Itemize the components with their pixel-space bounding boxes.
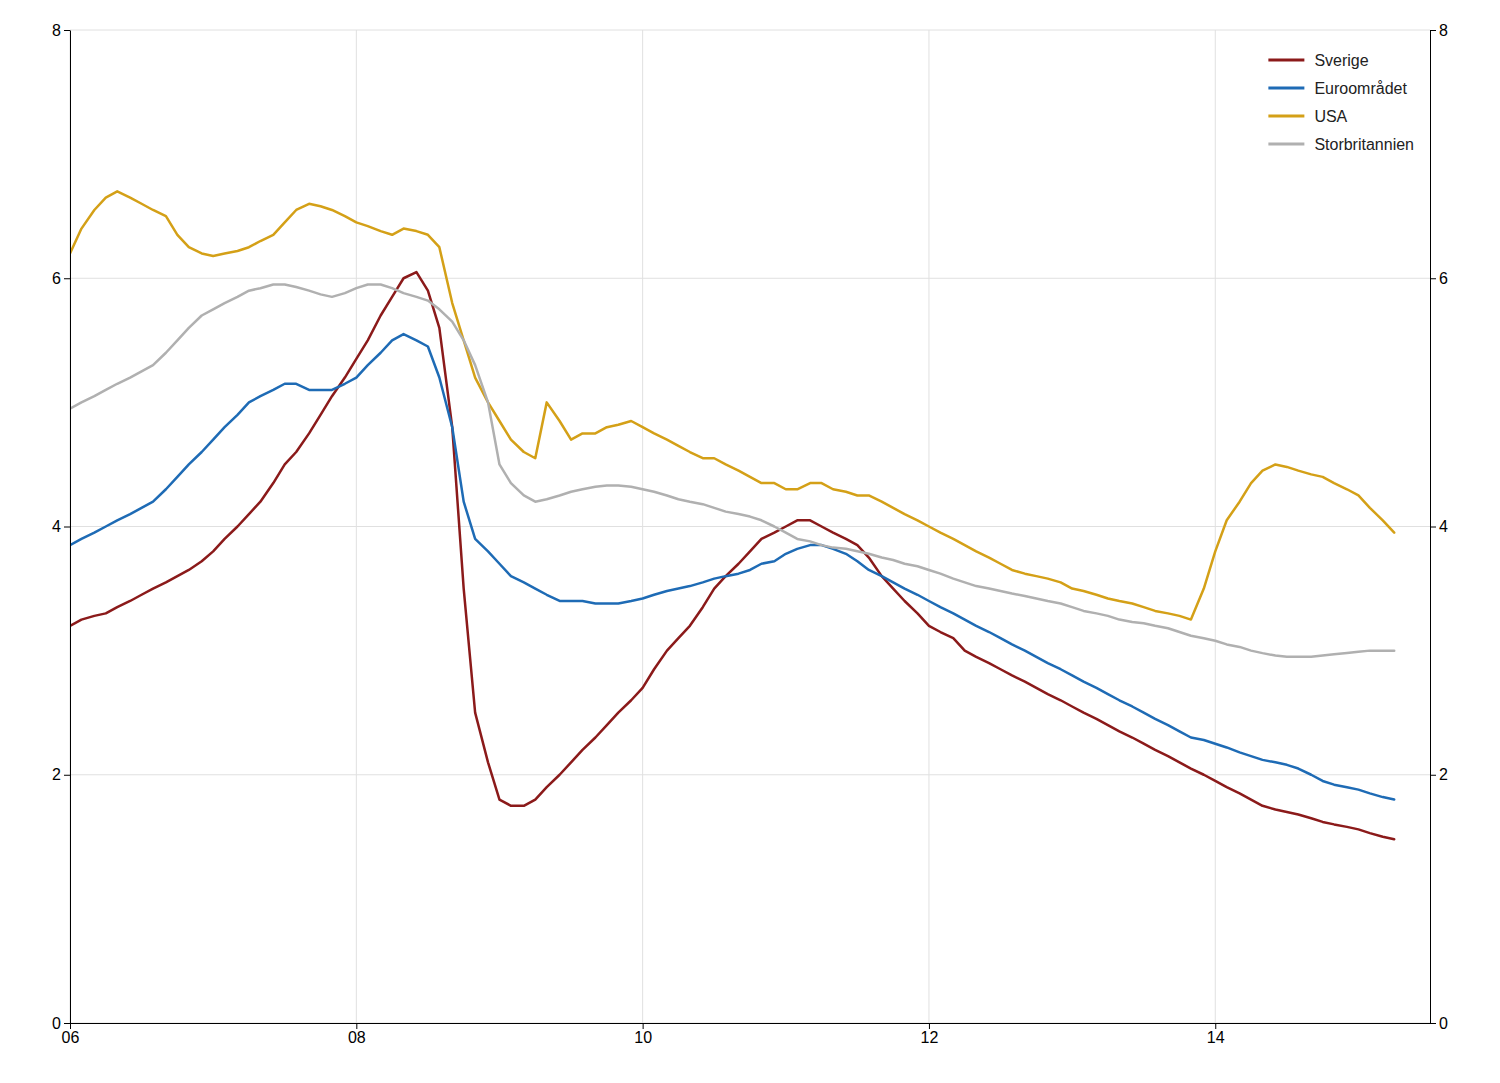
y2-tick-mark (1430, 278, 1436, 279)
grid (70, 30, 1430, 1023)
x-tick-mark (70, 1023, 71, 1029)
y2-tick: 4 (1430, 518, 1448, 535)
legend-label: Euroområdet (1314, 80, 1407, 97)
y-tick-label: 4 (52, 518, 61, 535)
legend-swatch (1268, 87, 1304, 90)
legend-entry: Storbritannien (1268, 136, 1414, 153)
x-tick-mark (929, 1023, 930, 1029)
x-tick-mark (1215, 1023, 1216, 1029)
legend-label: Sverige (1314, 52, 1368, 69)
series-line (70, 284, 1394, 656)
y-tick-mark (64, 30, 70, 31)
y-tick-mark (64, 775, 70, 776)
y-tick-mark (64, 278, 70, 279)
x-tick-label: 10 (634, 1029, 652, 1046)
y2-tick-mark (1430, 1023, 1436, 1024)
x-tick-mark (356, 1023, 357, 1029)
legend-swatch (1268, 59, 1304, 62)
y2-tick-label: 4 (1439, 518, 1448, 535)
y-grid-line (70, 526, 1430, 527)
y-grid-line (70, 1023, 1430, 1024)
x-axis: 06 08 10 12 14 (62, 1023, 1431, 1046)
x-tick: 08 (348, 1023, 366, 1046)
y-tick-label: 6 (52, 270, 61, 287)
y2-tick: 2 (1430, 766, 1448, 783)
x-tick-mark (643, 1023, 644, 1029)
y-tick: 4 (52, 518, 70, 535)
x-tick: 10 (634, 1023, 652, 1046)
x-axis-line (71, 1023, 1431, 1024)
y2-axis: 0 2 4 6 8 (1430, 22, 1448, 1032)
legend-swatch (1268, 115, 1304, 118)
legend: Sverige Euroområdet USA Storbritannien (1268, 52, 1414, 153)
series-line (70, 334, 1394, 799)
y-tick: 0 (52, 1015, 70, 1032)
y2-tick: 6 (1430, 270, 1448, 287)
x-tick: 06 (62, 1023, 80, 1046)
y-tick-label: 8 (52, 22, 61, 39)
y-axis-line (70, 31, 71, 1024)
y2-tick: 8 (1430, 22, 1448, 39)
y-tick: 8 (52, 22, 70, 39)
y2-tick-label: 0 (1439, 1015, 1448, 1032)
legend-entry: Euroområdet (1268, 80, 1407, 97)
y-tick: 6 (52, 270, 70, 287)
y-grid-line (70, 278, 1430, 279)
x-tick-label: 08 (348, 1029, 366, 1046)
y2-tick-label: 6 (1439, 270, 1448, 287)
x-tick: 12 (921, 1023, 939, 1046)
y2-tick-mark (1430, 30, 1436, 31)
y2-tick-label: 8 (1439, 22, 1448, 39)
y-grid-line (70, 30, 1430, 31)
chart: 06 08 10 12 14 0 2 4 6 8 0 2 4 6 8 Sverige Euroområdet US… (0, 0, 1500, 1083)
legend-swatch (1268, 143, 1304, 146)
x-tick-label: 12 (921, 1029, 939, 1046)
y2-tick-mark (1430, 775, 1436, 776)
y-tick-label: 2 (52, 766, 61, 783)
y2-tick-mark (1430, 527, 1436, 528)
y-tick-label: 0 (52, 1015, 61, 1032)
series-line (70, 191, 1394, 619)
y-tick-mark (64, 1023, 70, 1024)
legend-label: USA (1314, 108, 1347, 125)
y-grid-line (70, 774, 1430, 775)
y2-tick-label: 2 (1439, 766, 1448, 783)
legend-entry: USA (1268, 108, 1347, 125)
series-line (70, 272, 1394, 839)
y-axis: 0 2 4 6 8 (52, 22, 70, 1032)
legend-entry: Sverige (1268, 52, 1368, 69)
y-tick-mark (64, 527, 70, 528)
y2-tick: 0 (1430, 1015, 1448, 1032)
x-tick-label: 14 (1207, 1029, 1225, 1046)
x-tick: 14 (1207, 1023, 1225, 1046)
x-tick-label: 06 (62, 1029, 80, 1046)
y-tick: 2 (52, 766, 70, 783)
legend-label: Storbritannien (1314, 136, 1414, 153)
lines (70, 191, 1394, 839)
